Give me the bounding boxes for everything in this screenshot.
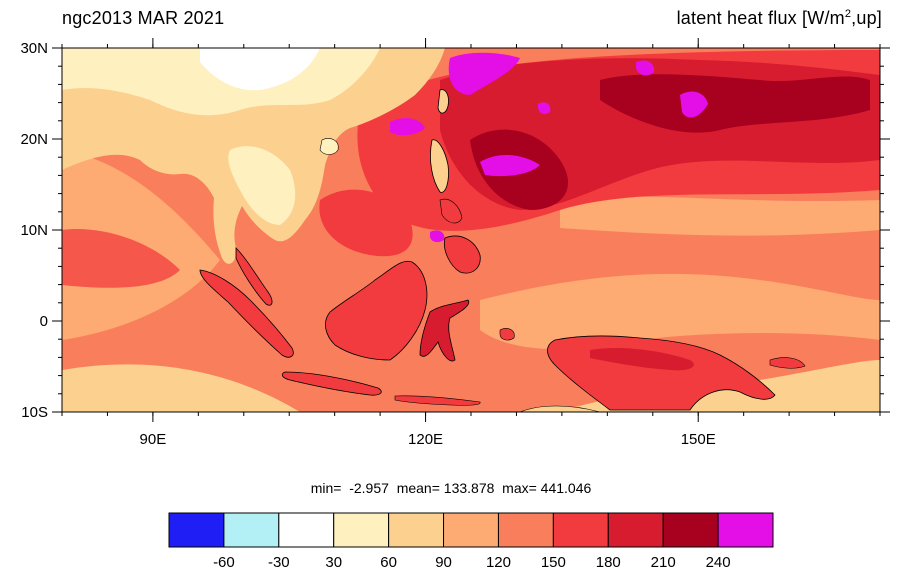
lesser-sunda-islands bbox=[394, 395, 481, 406]
x-tick-label: 150E bbox=[681, 431, 716, 448]
south-china-sea-strong bbox=[319, 189, 413, 257]
new-britain bbox=[769, 357, 806, 369]
colorbar-swatch bbox=[278, 512, 335, 548]
y-tick-label: 0 bbox=[40, 313, 48, 330]
central-pacific-light-band bbox=[480, 273, 880, 350]
extreme-flux-east-luzon bbox=[480, 154, 540, 177]
indochina-pale-patch bbox=[228, 146, 296, 225]
java bbox=[281, 371, 382, 396]
luzon bbox=[430, 139, 449, 193]
latent-heat-flux-map: 90E 120E 150E 30N 20N 10N 0 10S bbox=[20, 38, 890, 448]
borneo bbox=[325, 260, 428, 361]
y-tick-label: 30N bbox=[20, 40, 48, 57]
variable-title-main: latent heat flux [W/m bbox=[676, 8, 845, 28]
colorbar-swatch bbox=[552, 512, 609, 548]
y-tick-label: 20N bbox=[20, 131, 48, 148]
colorbar-label: 240 bbox=[706, 554, 731, 571]
colorbar-swatch bbox=[497, 512, 554, 548]
x-tick-label: 120E bbox=[408, 431, 443, 448]
map-field bbox=[62, 48, 880, 412]
colorbar-label: 60 bbox=[380, 554, 397, 571]
china-white-patch bbox=[200, 48, 320, 91]
mindanao bbox=[443, 235, 481, 274]
ocean-very-strong-flux-2 bbox=[600, 74, 870, 133]
map-axes: 90E 120E 150E 30N 20N 10N 0 10S bbox=[20, 38, 890, 448]
extreme-flux-north-pacific-2 bbox=[636, 60, 655, 76]
extreme-flux-luzon-strait bbox=[390, 118, 425, 136]
colorbar-swatch bbox=[443, 512, 499, 548]
malay-peninsula bbox=[235, 247, 273, 306]
extreme-flux-mindanao bbox=[430, 230, 445, 243]
colorbar-label: 210 bbox=[651, 554, 676, 571]
colorbar-label: -30 bbox=[268, 554, 290, 571]
maluku-islands bbox=[499, 328, 515, 341]
visayas bbox=[439, 198, 463, 224]
extreme-flux-north-pacific bbox=[680, 91, 708, 118]
extreme-flux-philippine-sea bbox=[538, 102, 551, 115]
colorbar-swatch bbox=[333, 512, 390, 548]
extreme-flux-taiwan bbox=[448, 52, 520, 95]
colorbar-swatch bbox=[607, 512, 664, 548]
colorbar-swatch bbox=[662, 512, 719, 548]
pacific-light-band-north bbox=[560, 196, 880, 236]
colorbar-label: 180 bbox=[596, 554, 621, 571]
new-guinea-highlands bbox=[590, 348, 694, 371]
colorbar-swatch bbox=[717, 512, 774, 548]
sumatra bbox=[199, 269, 294, 358]
colorbar-label: 150 bbox=[541, 554, 566, 571]
y-tick-label: 10S bbox=[21, 404, 48, 421]
indian-ocean-red-patch bbox=[62, 229, 180, 288]
colorbar-label: 120 bbox=[486, 554, 511, 571]
hainan bbox=[319, 138, 339, 155]
figure-title: ngc2013 MAR 2021 bbox=[62, 8, 225, 28]
colorbar-swatch bbox=[168, 512, 225, 548]
sulawesi bbox=[419, 299, 470, 362]
colorbar: -60 -30 30 60 90 120 150 180 210 240 bbox=[168, 512, 774, 571]
taiwan bbox=[437, 89, 449, 114]
variable-title-end: ,up] bbox=[851, 8, 882, 28]
variable-title: latent heat flux [W/m2,up] bbox=[677, 8, 882, 29]
colorbar-swatch bbox=[388, 512, 445, 548]
colorbar-swatch bbox=[223, 512, 280, 548]
field-statistics: min= -2.957 mean= 133.878 max= 441.046 bbox=[310, 480, 592, 496]
x-tick-label: 90E bbox=[140, 431, 167, 448]
colorbar-label: -60 bbox=[213, 554, 235, 571]
variable-title-sup: 2 bbox=[844, 8, 852, 20]
southern-indian-ocean-light bbox=[62, 364, 300, 412]
y-tick-label: 10N bbox=[20, 222, 48, 239]
colorbar-label: 30 bbox=[325, 554, 342, 571]
colorbar-label: 90 bbox=[435, 554, 452, 571]
